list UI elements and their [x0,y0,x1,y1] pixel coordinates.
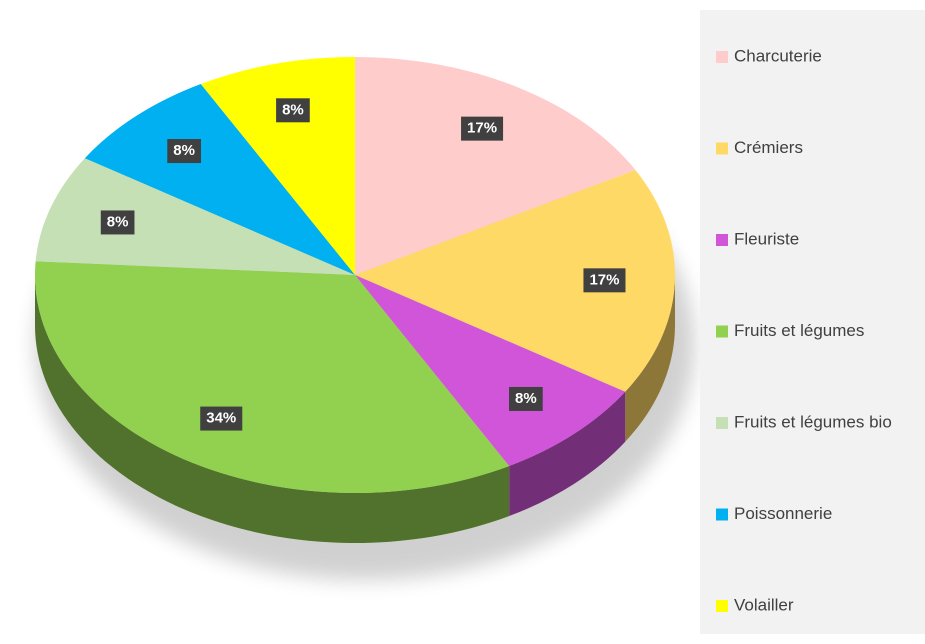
data-label: 17% [467,120,497,137]
data-label: 34% [206,410,236,427]
legend-label: Charcuterie [734,46,822,65]
data-label-box [100,210,135,235]
data-label: 8% [107,213,129,230]
legend-swatch [716,142,728,155]
slice [84,83,355,275]
data-label: 8% [282,101,304,118]
pie: 17% 17% 8% 34% 8% 8% 8% [34,57,675,543]
data-label-box [583,268,626,293]
slice-side-shade [625,275,675,442]
legend-label: Poissonnerie [734,504,832,523]
data-label-box [276,98,310,123]
slice-side-shade [35,275,510,543]
slice-side [509,391,626,517]
slice-side [35,275,510,543]
legend: Charcuterie Crémiers Fleuriste Fruits et lé… [716,46,892,614]
legend-swatch [716,600,728,612]
slice [355,169,675,392]
data-label: 17% [589,271,619,288]
legend-label: Fleuriste [734,229,799,248]
data-label-box [167,139,201,164]
legend-swatch [716,508,728,521]
legend-panel [700,10,925,634]
slice-side-shade [509,391,626,517]
legend-label: Fruits et légumes [734,321,864,340]
data-label-box [200,406,243,431]
legend-swatch [716,234,728,246]
slice [355,275,626,467]
data-label-box [509,386,543,411]
data-label-box [461,116,504,141]
slice [200,57,355,275]
slice [35,158,356,275]
data-label: 8% [173,142,195,159]
slice [34,261,510,494]
slice-side [625,275,675,442]
legend-swatch [716,325,728,338]
slice [355,57,636,275]
legend-label: Crémiers [734,138,803,157]
legend-label: Fruits et légumes bio [734,412,892,431]
data-label: 8% [515,390,537,407]
legend-label: Volailler [734,595,794,614]
legend-swatch [716,51,728,63]
legend-swatch [716,417,728,429]
